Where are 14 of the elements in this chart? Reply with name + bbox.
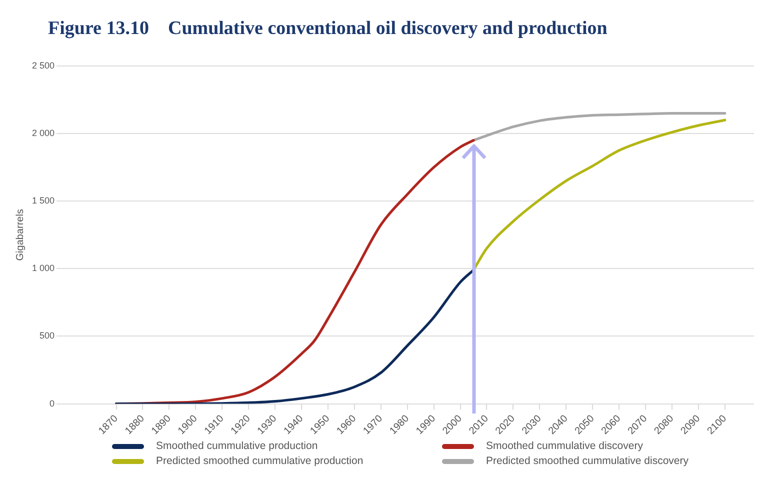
y-tick-label: 0 bbox=[50, 398, 55, 408]
legend-label: Smoothed cummulative discovery bbox=[486, 440, 643, 452]
legend-label: Predicted smoothed cummulative discovery bbox=[486, 455, 689, 467]
y-tick-label: 2 000 bbox=[32, 128, 55, 138]
y-tick-label: 2 500 bbox=[32, 60, 55, 70]
y-tick-label: 1 500 bbox=[32, 196, 55, 206]
y-tick-label: 1 000 bbox=[32, 263, 55, 274]
chart-title: Figure 13.10 Cumulative conventional oil discovery and production bbox=[48, 18, 608, 40]
legend-label: Smoothed cummulative production bbox=[156, 440, 318, 452]
line-series bbox=[472, 112, 726, 142]
y-axis-title: Gigabarrels bbox=[14, 209, 26, 261]
legend-label: Predicted smoothed cummulative production bbox=[156, 455, 364, 467]
line-series bbox=[114, 268, 475, 404]
y-tick-label: 500 bbox=[39, 330, 55, 341]
